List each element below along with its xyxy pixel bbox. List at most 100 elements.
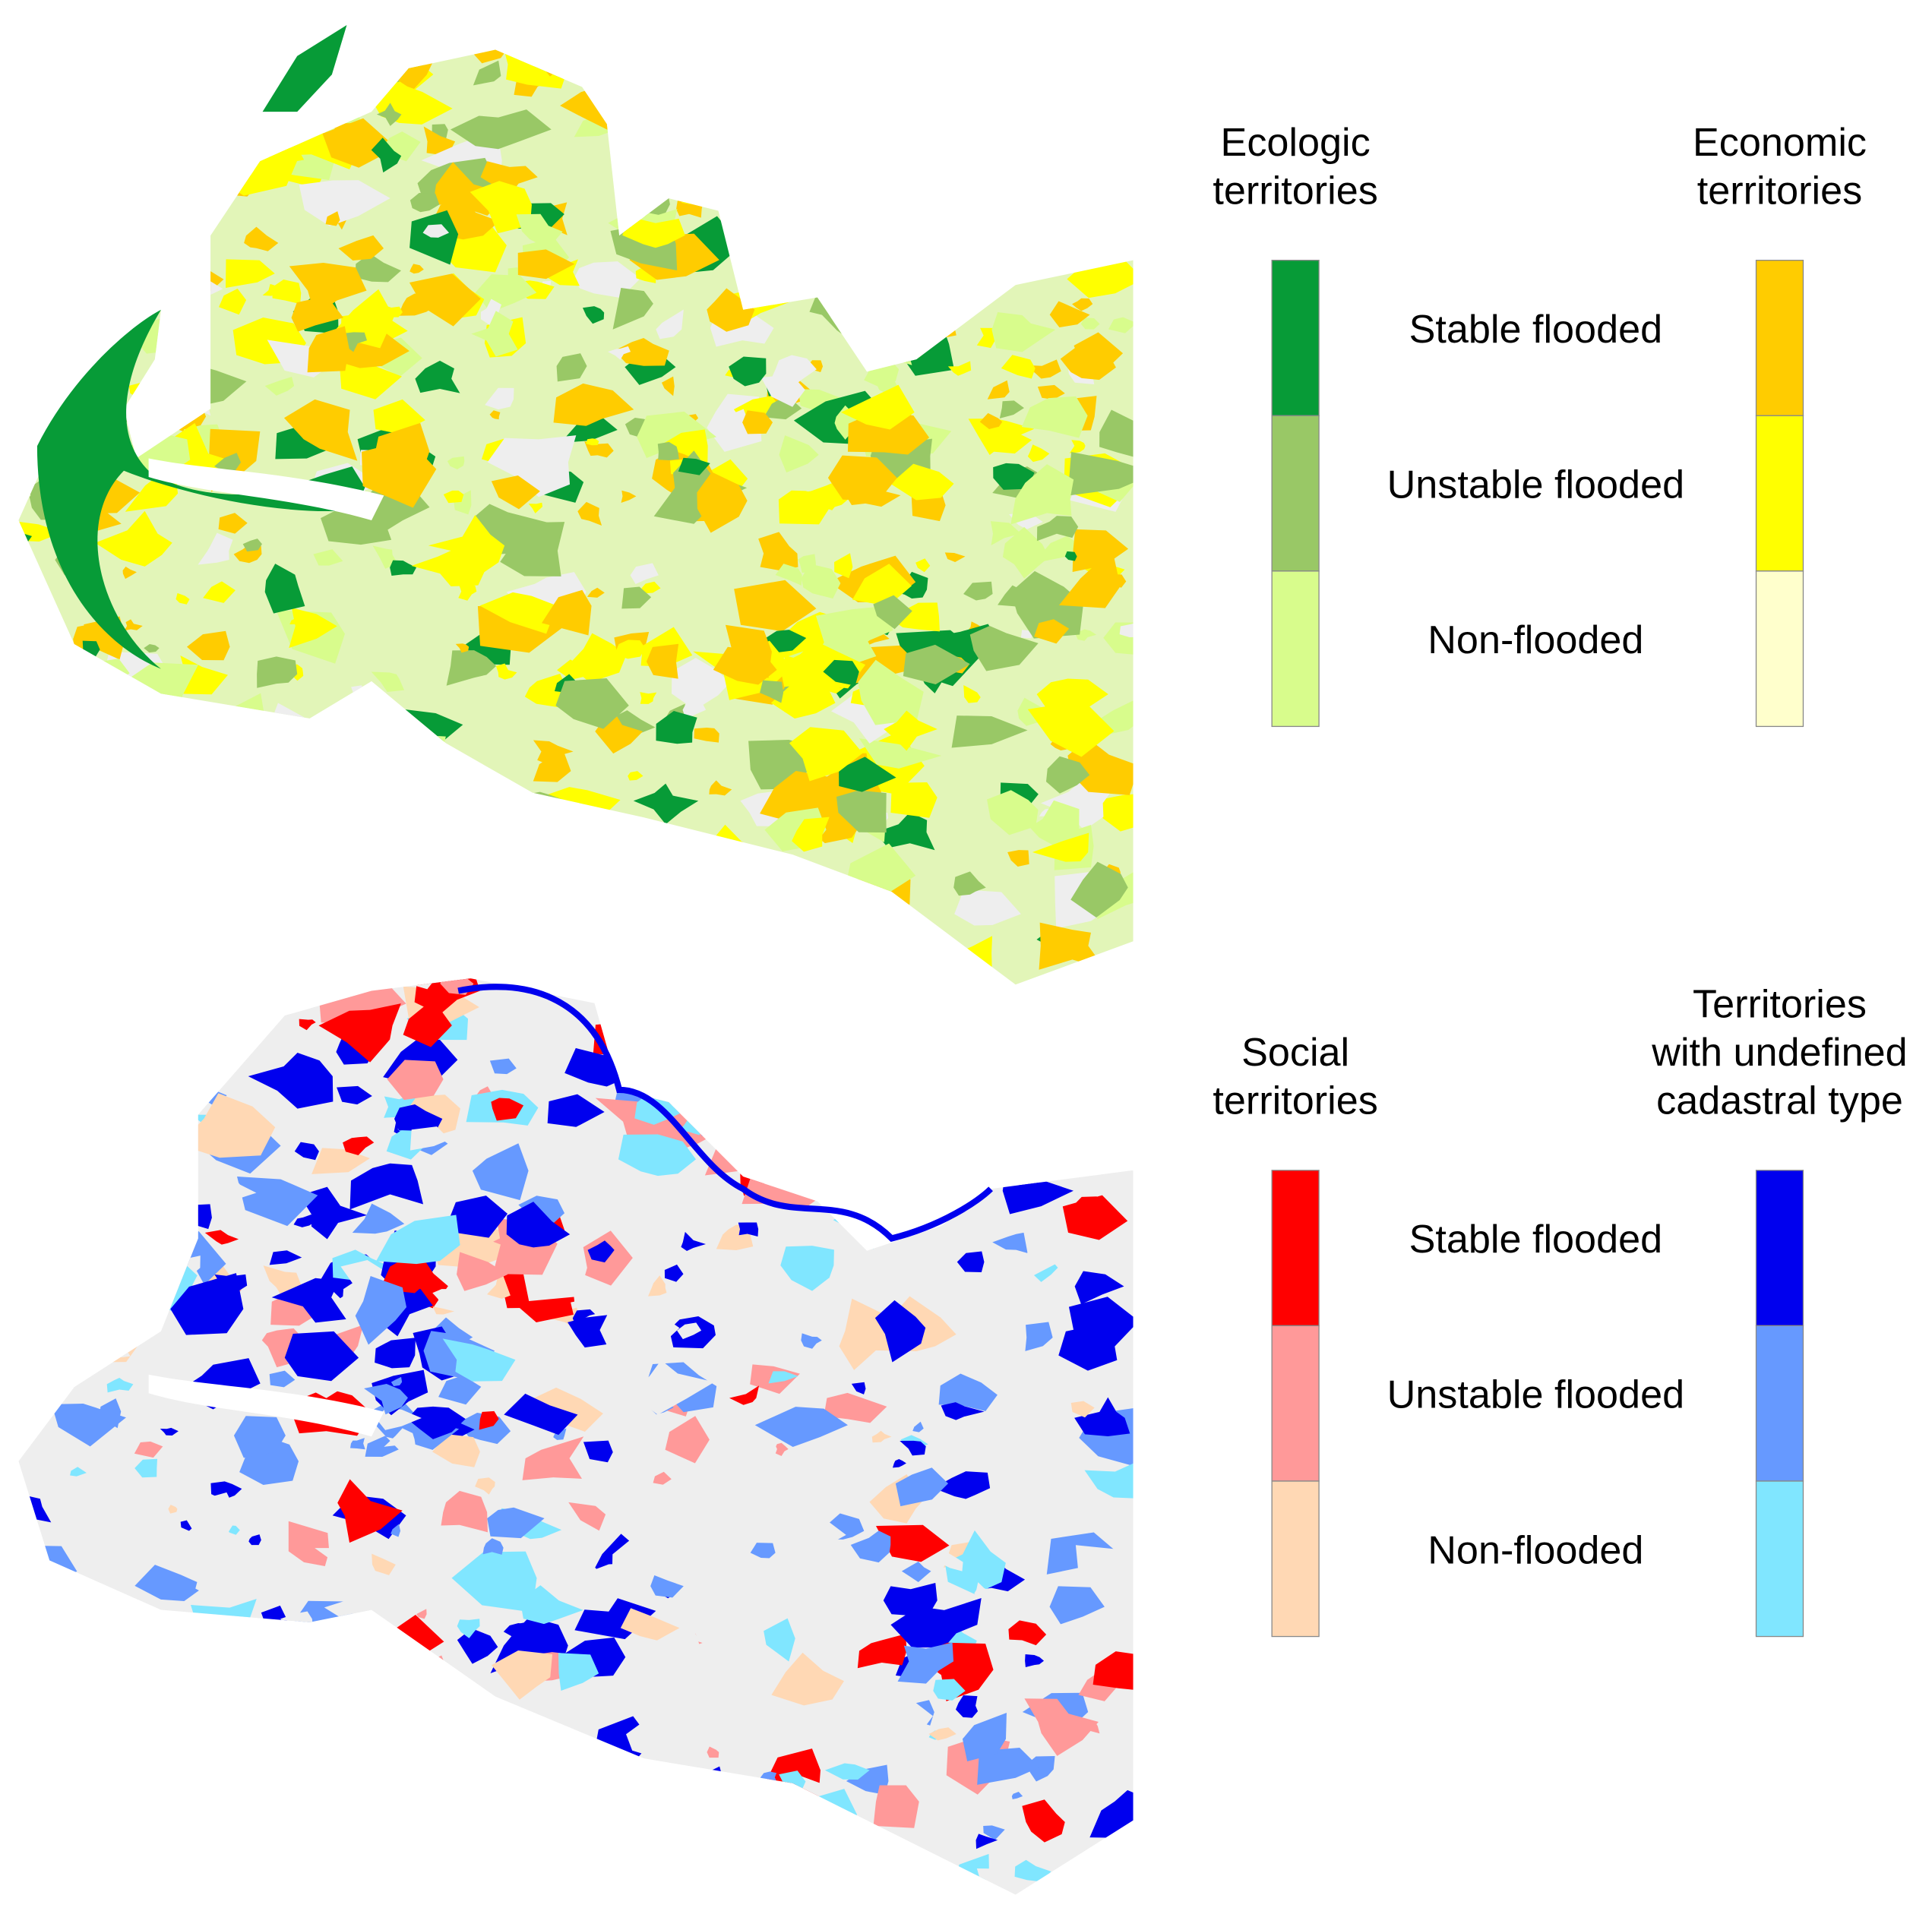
map-patch	[18, 882, 79, 938]
map-patch	[233, 1416, 286, 1458]
map-patch	[466, 787, 480, 800]
map-patch	[999, 400, 1024, 419]
map-patch	[269, 1370, 296, 1388]
map-patch	[901, 1561, 931, 1583]
map-patch	[144, 1789, 175, 1817]
map-patch	[269, 1250, 302, 1265]
map-patch	[1050, 1866, 1095, 1890]
map-patch	[256, 1766, 274, 1780]
map-patch	[164, 903, 222, 937]
map-patch	[975, 1834, 998, 1849]
map-patch	[294, 1142, 319, 1161]
map-patch	[925, 55, 979, 91]
map-patch	[209, 1820, 236, 1837]
map-patch	[1010, 464, 1074, 525]
map-patch	[20, 302, 90, 355]
map-patch	[991, 311, 1056, 352]
map-patch	[877, 412, 887, 424]
map-patch	[825, 276, 869, 318]
map-patch	[182, 1439, 243, 1464]
map-patch	[1073, 53, 1134, 97]
map-patch	[185, 968, 233, 985]
map-patch	[1072, 1067, 1134, 1129]
river-channel	[457, 984, 993, 1242]
map-patch	[771, 1652, 844, 1706]
map-patch	[846, 1764, 889, 1795]
map-patch	[157, 1627, 175, 1639]
map-patch	[424, 49, 461, 55]
map-patch	[435, 224, 507, 273]
map-patch	[725, 624, 772, 678]
map-patch	[634, 1256, 744, 1308]
map-patch	[1037, 384, 1065, 400]
map-patch	[179, 1093, 276, 1158]
map-patch	[18, 1763, 27, 1783]
map-patch	[530, 49, 614, 66]
map-patch	[993, 463, 1035, 490]
map-patch	[98, 1303, 163, 1331]
map-patch	[1022, 1095, 1111, 1146]
map-patch	[681, 895, 710, 914]
map-patch	[596, 1001, 612, 1015]
map-patch	[684, 981, 753, 1031]
map-patch	[49, 854, 128, 896]
map-patch	[311, 1744, 401, 1802]
map-patch	[754, 1407, 848, 1447]
map-patch	[409, 273, 481, 327]
map-patch	[962, 1712, 1007, 1762]
map-patch	[987, 430, 1032, 454]
map-patch	[349, 1163, 424, 1210]
map-patch	[144, 1189, 191, 1218]
map-patch	[289, 618, 299, 624]
map-patch	[615, 640, 646, 659]
map-patch	[560, 410, 618, 444]
map-patch	[987, 380, 1010, 400]
map-patch	[965, 188, 1022, 233]
map-patch	[722, 978, 776, 1003]
map-patch	[371, 137, 402, 173]
map-patch	[91, 1214, 133, 1253]
map-patch	[848, 1827, 904, 1887]
map-patch	[830, 1038, 879, 1074]
map-patch	[343, 332, 368, 352]
map-patch	[852, 1825, 872, 1838]
map-patch	[681, 190, 704, 205]
map-patch	[0, 1547, 15, 1565]
map-patch	[248, 65, 279, 86]
map-patch	[957, 1251, 985, 1272]
map-patch	[0, 400, 17, 419]
map-patch	[194, 1011, 248, 1053]
map-patch	[503, 49, 570, 89]
map-patch	[913, 305, 957, 339]
map-patch	[26, 1240, 44, 1261]
map-patch	[1036, 516, 1079, 542]
map-patch	[583, 1440, 613, 1463]
map-patch	[682, 700, 707, 719]
map-patch	[491, 1650, 553, 1700]
map-patch	[836, 790, 887, 833]
map-patch	[1089, 1789, 1134, 1838]
map-patch	[242, 933, 279, 974]
map-patch	[799, 1736, 881, 1769]
map-patch	[356, 858, 426, 907]
map-patch	[628, 771, 643, 781]
map-patch	[775, 1128, 826, 1167]
map-patch	[977, 1747, 1040, 1785]
map-patch	[201, 140, 223, 160]
map-patch	[45, 1861, 106, 1895]
map-patch	[409, 210, 459, 265]
map-patch	[269, 1781, 308, 1819]
map-patch	[380, 734, 446, 784]
map-patch	[672, 658, 730, 710]
map-patch	[841, 384, 915, 430]
map-patch	[237, 1176, 318, 1227]
legend-label: Non-flooded	[1428, 1528, 1643, 1572]
map-patch	[1070, 1401, 1095, 1418]
map-patch	[288, 1521, 330, 1566]
legend-title: with undefined	[1651, 1031, 1907, 1075]
map-patch	[154, 1662, 186, 1691]
map-patch	[343, 1136, 375, 1155]
map-patch	[938, 1552, 963, 1571]
map-patch	[937, 1501, 994, 1534]
map-patch	[283, 399, 358, 461]
